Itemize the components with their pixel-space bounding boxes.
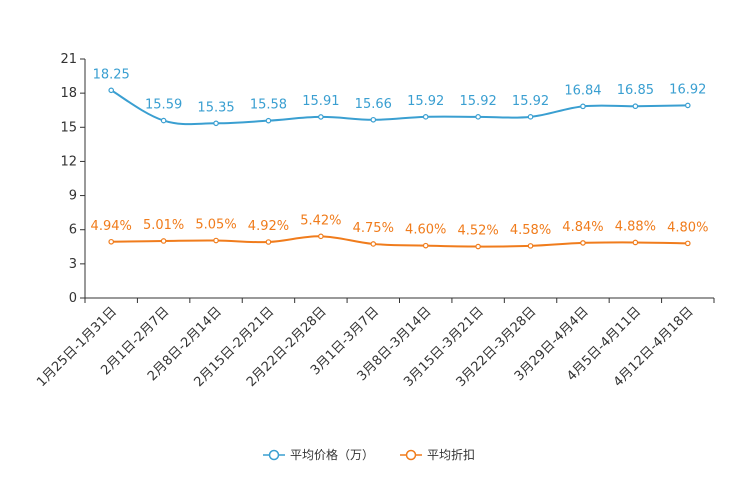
data-point[interactable] <box>213 237 219 244</box>
y-tick-label: 0 <box>69 291 77 306</box>
data-label: 15.92 <box>512 94 549 109</box>
series-0: 18.25 15.59 15.35 15.58 15.91 15.66 15.92 15.92… <box>93 67 706 127</box>
data-point[interactable] <box>318 114 324 120</box>
series-line <box>110 89 688 126</box>
series-line <box>111 235 688 248</box>
data-point[interactable] <box>318 233 324 240</box>
data-point[interactable] <box>160 238 167 244</box>
y-tick-label: 15 <box>60 120 77 135</box>
data-label: 4.80% <box>667 220 708 235</box>
series-layer: 18.25 15.59 15.35 15.58 15.91 15.66 15.92 15.92… <box>91 67 708 250</box>
data-label: 4.58% <box>510 223 551 238</box>
data-label: 4.88% <box>615 219 656 234</box>
data-point[interactable] <box>160 117 167 124</box>
data-label: 15.92 <box>407 94 444 109</box>
legend-swatch-marker <box>268 449 280 461</box>
data-label: 16.92 <box>669 82 706 97</box>
data-label: 18.25 <box>93 67 130 82</box>
y-tick-label: 18 <box>60 86 77 101</box>
data-point[interactable] <box>527 243 534 249</box>
data-point[interactable] <box>527 114 534 120</box>
data-label: 4.94% <box>91 219 132 234</box>
data-label: 4.52% <box>457 224 498 239</box>
y-tick-label: 6 <box>69 223 77 238</box>
data-point[interactable] <box>580 103 586 110</box>
data-label: 15.58 <box>250 98 287 113</box>
data-point[interactable] <box>422 114 429 120</box>
y-tick-label: 21 <box>60 52 77 67</box>
y-tick-label: 3 <box>69 257 77 272</box>
data-label: 5.05% <box>195 218 236 233</box>
data-point[interactable] <box>684 240 691 247</box>
data-point[interactable] <box>632 239 639 246</box>
data-label: 15.35 <box>197 100 234 115</box>
data-point[interactable] <box>370 241 377 247</box>
y-tick-label: 9 <box>69 189 77 204</box>
data-point[interactable] <box>108 87 115 94</box>
legend-item-0[interactable]: 平均价格（万） <box>263 447 374 462</box>
data-label: 4.92% <box>248 219 289 234</box>
series-1: 4.94% 5.01% 5.05% 4.92% 5.42% 4.75% 4.60% 4.52%… <box>91 213 708 250</box>
data-point[interactable] <box>684 102 691 109</box>
data-point[interactable] <box>265 239 272 245</box>
data-label: 4.60% <box>405 223 446 238</box>
legend[interactable]: 平均价格（万） 平均折扣 <box>263 447 475 462</box>
data-label: 16.84 <box>564 83 601 98</box>
data-point[interactable] <box>370 116 377 123</box>
data-label: 5.01% <box>143 218 184 233</box>
legend-swatch-marker <box>405 449 417 461</box>
data-point[interactable] <box>422 242 429 249</box>
legend-item-1[interactable]: 平均折扣 <box>400 447 475 462</box>
data-point[interactable] <box>580 240 586 246</box>
legend-label: 平均折扣 <box>427 447 475 462</box>
data-point[interactable] <box>632 103 639 110</box>
legend-label: 平均价格（万） <box>290 447 374 462</box>
data-label: 4.75% <box>353 221 394 236</box>
data-point[interactable] <box>108 238 115 245</box>
data-label: 16.85 <box>617 83 654 98</box>
data-label: 4.84% <box>562 220 603 235</box>
data-label: 15.59 <box>145 98 182 113</box>
data-point[interactable] <box>265 117 272 124</box>
data-point[interactable] <box>475 243 481 250</box>
data-label: 5.42% <box>300 213 341 228</box>
data-label: 15.91 <box>302 94 339 109</box>
data-label: 15.66 <box>355 97 392 112</box>
data-label: 15.92 <box>460 94 497 109</box>
data-point[interactable] <box>213 120 219 127</box>
data-point[interactable] <box>475 114 481 120</box>
y-tick-label: 12 <box>60 154 77 169</box>
